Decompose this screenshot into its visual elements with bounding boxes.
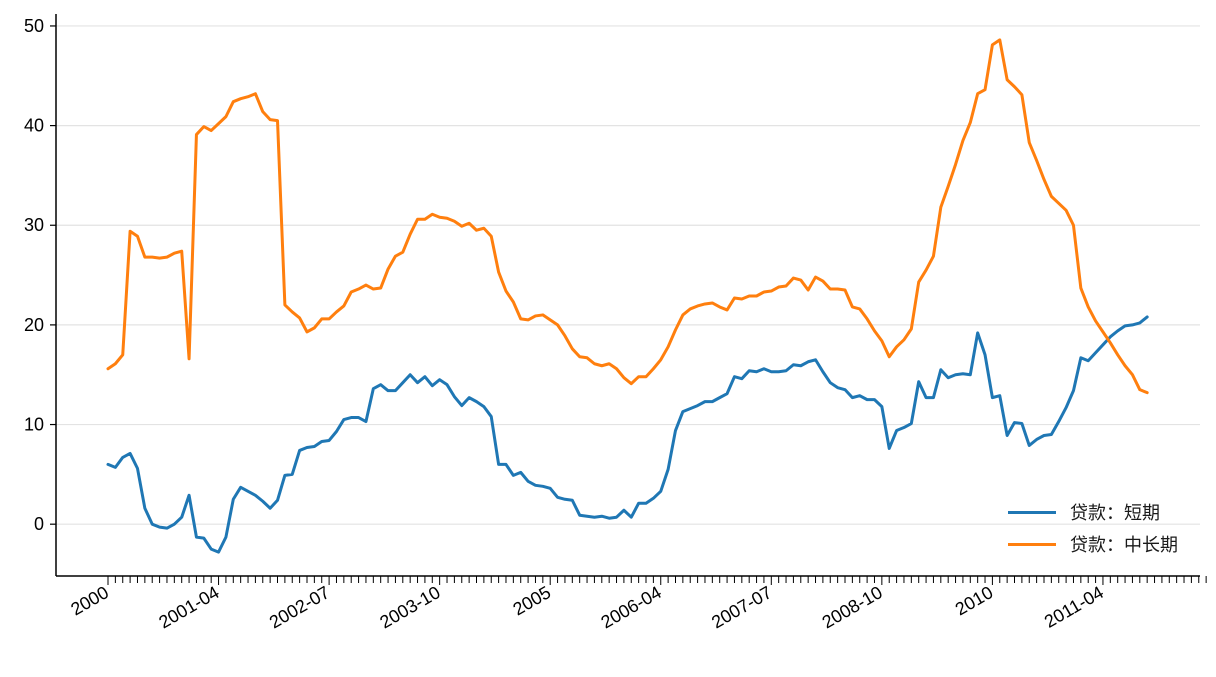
- series-line-0: [106, 315, 1149, 554]
- y-tick-label-10: 10: [24, 415, 44, 435]
- legend-label-short-term: 贷款：短期: [1070, 503, 1160, 523]
- legend: 贷款：短期 贷款：中长期: [1008, 496, 1178, 560]
- x-tick-label-60: 2005: [510, 582, 555, 619]
- x-tick-label-90: 2007-07: [708, 582, 775, 632]
- legend-swatch-short-term: [1008, 510, 1056, 514]
- x-tick-label-105: 2008-10: [819, 582, 886, 632]
- gridlines: [56, 25, 1200, 525]
- x-tick-label-0: 2000: [67, 582, 112, 619]
- y-tick-label-30: 30: [24, 215, 44, 235]
- x-tick-label-120: 2010: [952, 582, 997, 619]
- series-line-1: [106, 38, 1149, 395]
- x-tick-label-75: 2006-04: [598, 582, 665, 632]
- series-lines: [106, 38, 1149, 554]
- legend-item-short-term: 贷款：短期: [1008, 496, 1178, 528]
- x-tick-label-30: 2002-07: [266, 582, 333, 632]
- legend-swatch-long-term: [1008, 542, 1056, 546]
- legend-item-long-term: 贷款：中长期: [1008, 528, 1178, 560]
- x-tick-label-15: 2001-04: [155, 582, 222, 632]
- y-tick-label-40: 40: [24, 116, 44, 136]
- x-tick-label-45: 2003-10: [376, 582, 443, 632]
- x-tick-label-135: 2011-04: [1041, 582, 1107, 632]
- y-tick-label-20: 20: [24, 315, 44, 335]
- y-tick-label-0: 0: [34, 514, 44, 534]
- y-tick-label-50: 50: [24, 16, 44, 36]
- legend-label-long-term: 贷款：中长期: [1070, 535, 1178, 555]
